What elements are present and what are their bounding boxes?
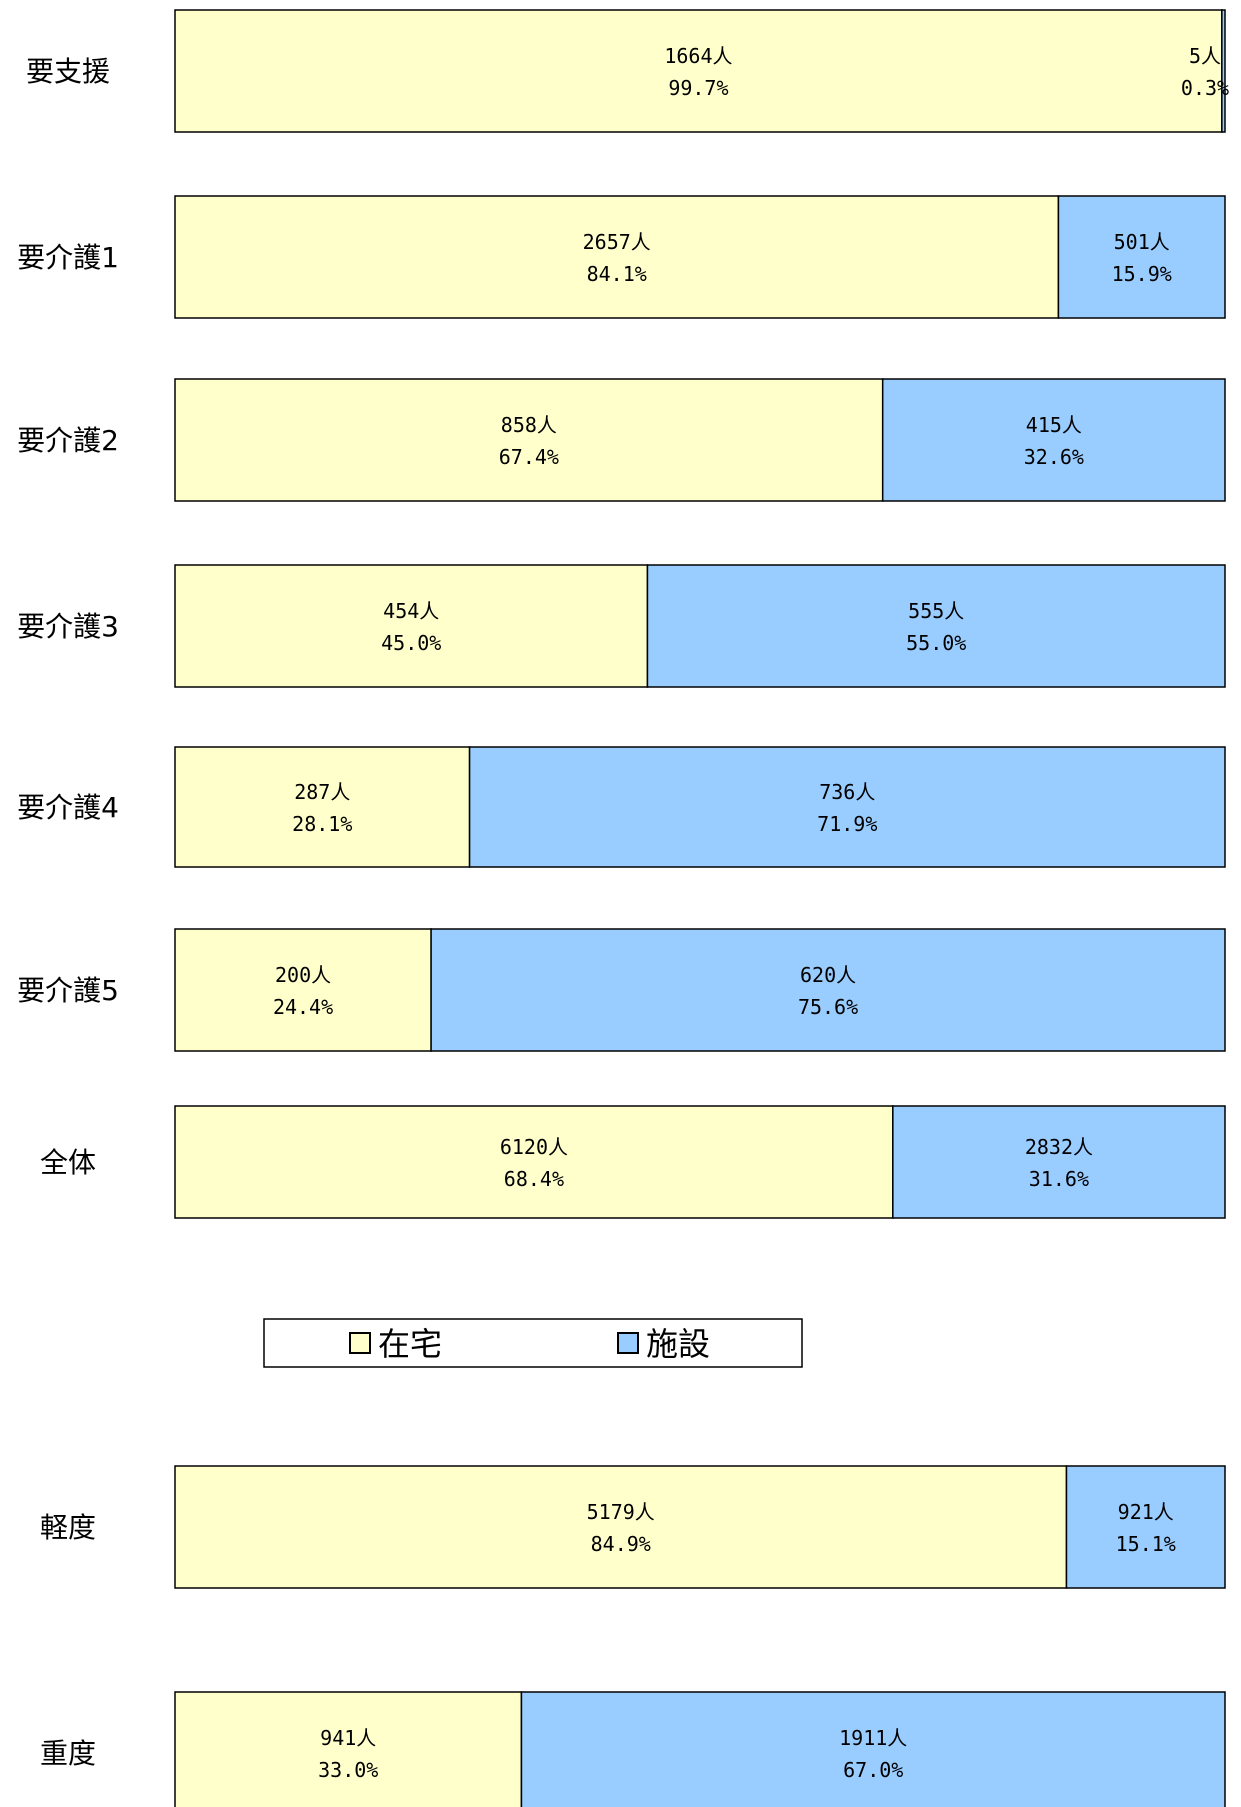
data-label-count: 454人 — [383, 599, 439, 623]
data-label-count: 858人 — [501, 413, 557, 437]
category-label: 要介護1 — [17, 241, 119, 274]
data-label-count: 555人 — [908, 599, 964, 623]
data-label-percent: 75.6% — [798, 995, 858, 1019]
legend-label: 施設 — [646, 1325, 710, 1363]
data-label-percent: 67.0% — [843, 1758, 903, 1782]
data-label-percent: 45.0% — [381, 631, 441, 655]
bar-segment-facility — [1221, 9, 1226, 133]
bar-segment-facility — [468, 746, 1226, 868]
data-label-count: 5人 — [1189, 44, 1221, 68]
bar-segment-home — [174, 928, 432, 1052]
category-label: 軽度 — [40, 1511, 96, 1544]
data-label-count: 5179人 — [587, 1500, 655, 1524]
bar-segment-home — [174, 1465, 1068, 1589]
legend-swatch — [349, 1332, 371, 1354]
data-label-percent: 15.1% — [1116, 1532, 1176, 1556]
bar-segment-home — [174, 564, 649, 688]
data-label-count: 1664人 — [664, 44, 732, 68]
legend-box — [263, 1318, 803, 1368]
data-label-percent: 32.6% — [1024, 445, 1084, 469]
bar-segment-home — [174, 378, 884, 502]
data-label-count: 941人 — [320, 1726, 376, 1750]
data-label-count: 921人 — [1118, 1500, 1174, 1524]
data-label-percent: 28.1% — [292, 812, 352, 836]
category-label: 要支援 — [26, 55, 110, 88]
bar-segment-facility — [1057, 195, 1226, 319]
bar-segment-facility — [520, 1691, 1226, 1807]
data-label-percent: 84.9% — [591, 1532, 651, 1556]
bar-segment-facility — [881, 378, 1226, 502]
category-label: 全体 — [40, 1146, 96, 1179]
bar-segment-facility — [892, 1105, 1226, 1219]
data-label-count: 620人 — [800, 963, 856, 987]
data-label-percent: 84.1% — [587, 262, 647, 286]
data-label-count: 501人 — [1114, 230, 1170, 254]
bar-segment-home — [174, 746, 471, 868]
data-label-count: 1911人 — [839, 1726, 907, 1750]
data-label-percent: 71.9% — [817, 812, 877, 836]
legend-label: 在宅 — [378, 1325, 442, 1363]
category-label: 要介護4 — [17, 791, 119, 824]
data-label-percent: 68.4% — [504, 1167, 564, 1191]
bar-segment-facility — [1065, 1465, 1226, 1589]
bar-segment-facility — [646, 564, 1226, 688]
data-label-count: 736人 — [819, 780, 875, 804]
category-label: 要介護3 — [17, 610, 119, 643]
bar-segment-facility — [430, 928, 1226, 1052]
data-label-percent: 24.4% — [273, 995, 333, 1019]
data-label-count: 287人 — [294, 780, 350, 804]
data-label-percent: 67.4% — [499, 445, 559, 469]
data-label-percent: 15.9% — [1112, 262, 1172, 286]
bar-segment-home — [174, 195, 1060, 319]
bar-segment-home — [174, 1105, 894, 1219]
data-label-percent: 31.6% — [1029, 1167, 1089, 1191]
category-label: 要介護5 — [17, 974, 119, 1007]
data-label-count: 415人 — [1026, 413, 1082, 437]
data-label-count: 200人 — [275, 963, 331, 987]
data-label-count: 2657人 — [583, 230, 651, 254]
data-label-percent: 33.0% — [318, 1758, 378, 1782]
bar-segment-home — [174, 1691, 523, 1807]
data-label-count: 2832人 — [1025, 1135, 1093, 1159]
data-label-percent: 0.3% — [1181, 76, 1229, 100]
legend-swatch — [617, 1332, 639, 1354]
bar-segment-home — [174, 9, 1223, 133]
category-label: 要介護2 — [17, 424, 119, 457]
data-label-percent: 99.7% — [668, 76, 728, 100]
data-label-percent: 55.0% — [906, 631, 966, 655]
data-label-count: 6120人 — [500, 1135, 568, 1159]
category-label: 重度 — [40, 1737, 96, 1770]
